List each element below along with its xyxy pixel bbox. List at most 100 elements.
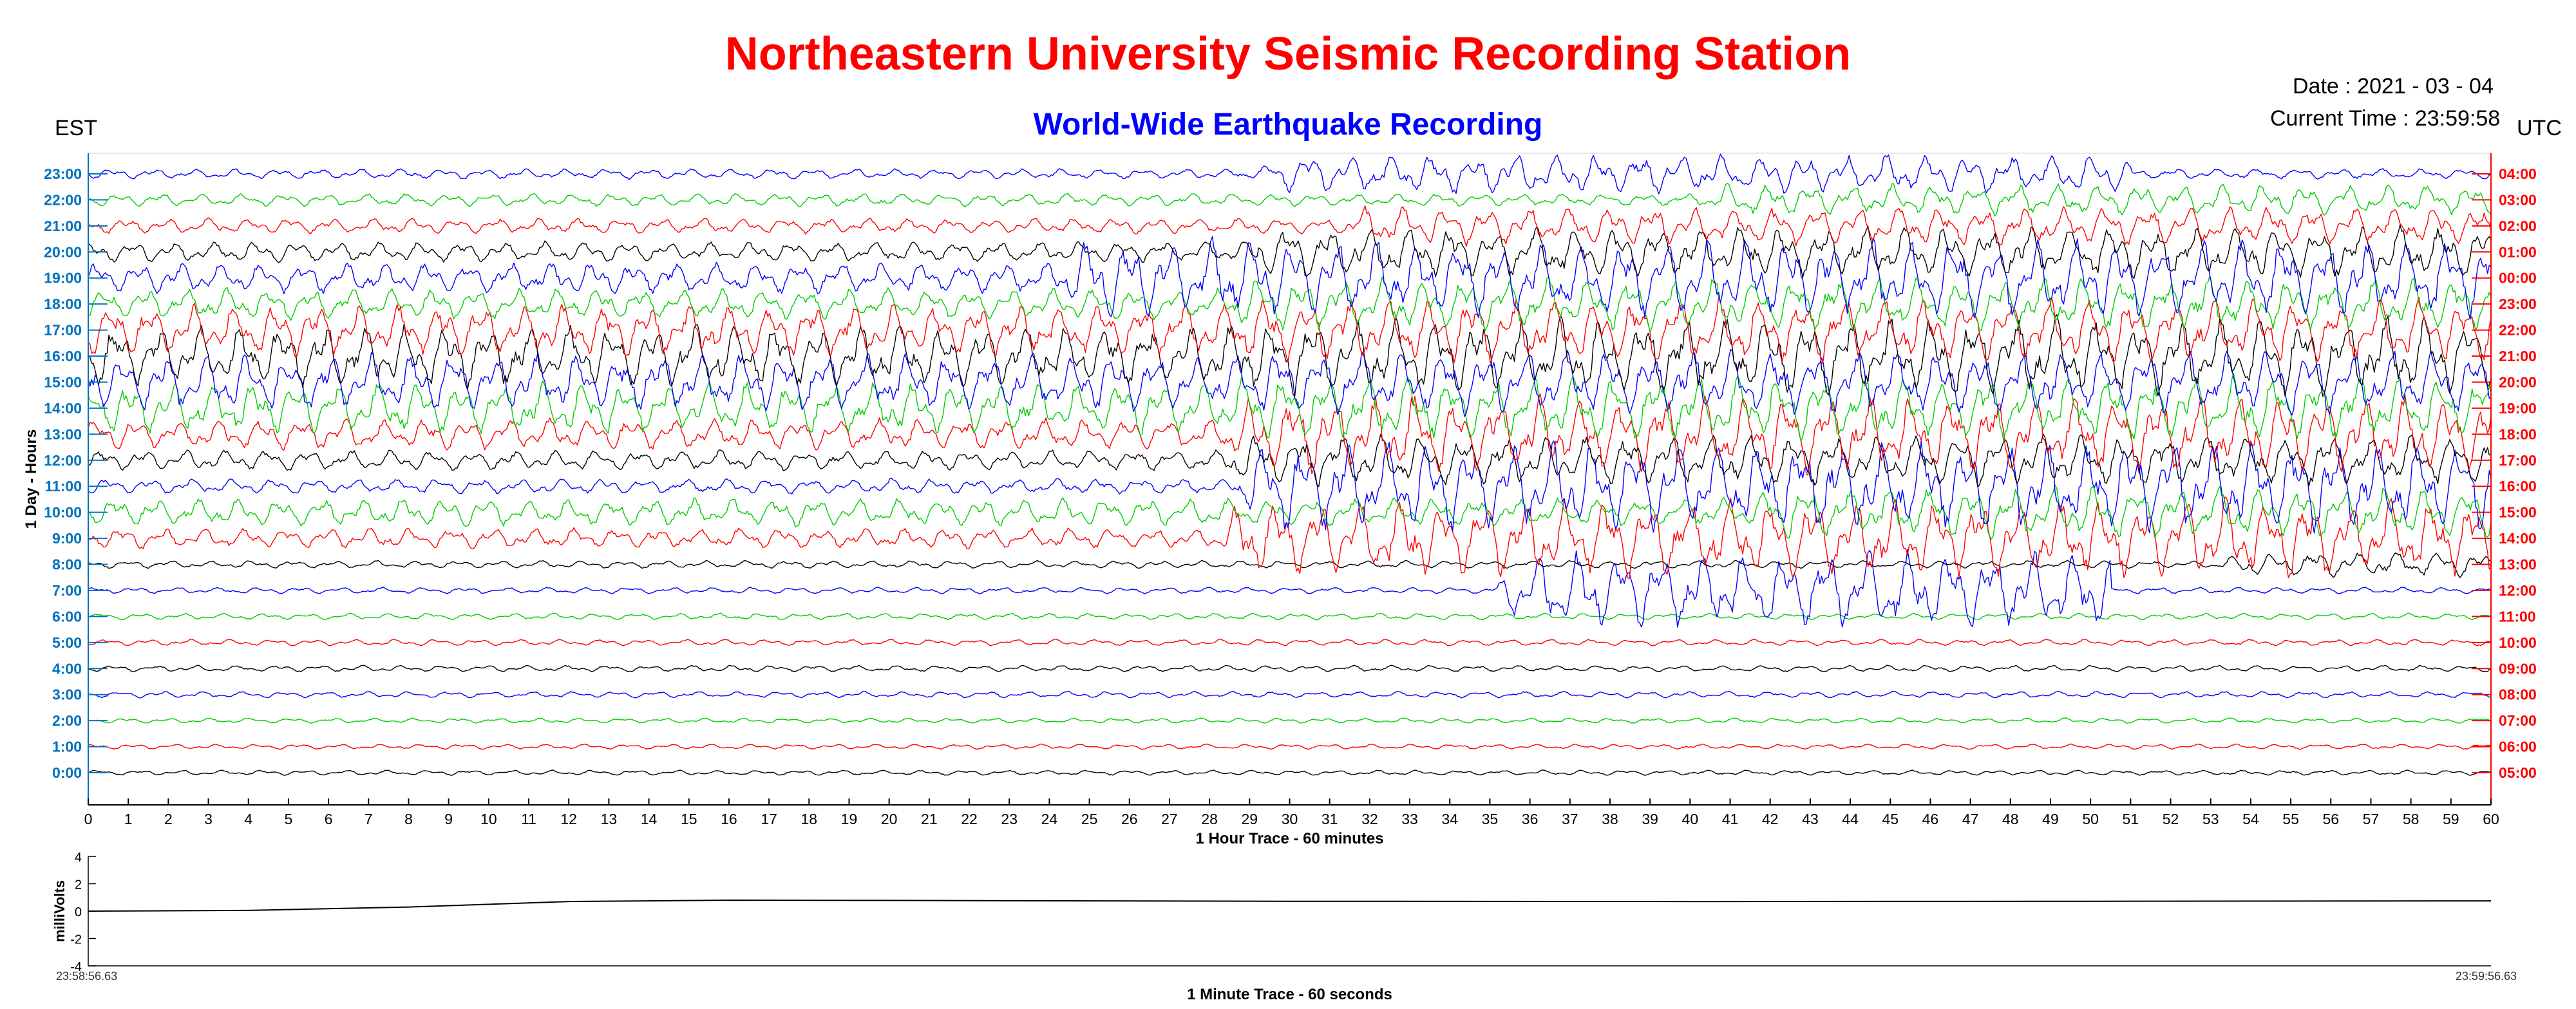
x-tick-label: 31 (1321, 811, 1338, 827)
x-tick-label: 36 (1522, 811, 1539, 827)
right-hour-label: 15:00 (2499, 504, 2537, 521)
minute-trace-line (88, 899, 2492, 912)
x-tick-label: 56 (2322, 811, 2339, 827)
left-hour-label: 20:00 (44, 243, 82, 260)
trace-line (88, 638, 2491, 646)
trace-line (88, 690, 2491, 699)
x-tick-label: 57 (2363, 811, 2380, 827)
left-hour-label: 6:00 (52, 608, 82, 625)
x-tick-label: 22 (961, 811, 978, 827)
left-hour-label: 2:00 (52, 712, 82, 729)
x-tick-label: 20 (881, 811, 898, 827)
left-hour-label: 5:00 (52, 634, 82, 651)
trace-line (88, 769, 2491, 777)
x-tick-label: 44 (1842, 811, 1859, 827)
left-hour-label: 17:00 (44, 322, 82, 339)
x-tick-label: 12 (560, 811, 577, 827)
left-hour-label: 23:00 (44, 165, 82, 182)
x-tick-label: 26 (1121, 811, 1138, 827)
date-readout: Date : 2021 - 03 - 04 (2293, 74, 2494, 99)
right-hour-label: 23:00 (2499, 296, 2537, 312)
right-hour-label: 03:00 (2499, 191, 2537, 208)
minute-start-time-label: 23:58:56.63 (56, 970, 117, 983)
left-hour-label: 11:00 (44, 478, 82, 495)
x-tick-label: 9 (444, 811, 453, 827)
trace-line (88, 612, 2491, 621)
minute-y-tick-label: -4 (70, 960, 82, 974)
x-tick-label: 17 (761, 811, 777, 827)
x-tick-label: 4 (244, 811, 252, 827)
left-hour-label: 19:00 (44, 270, 82, 287)
trace-line (88, 349, 2491, 417)
x-tick-label: 51 (2123, 811, 2139, 827)
trace-line (88, 183, 2491, 217)
trace-line (88, 205, 2491, 247)
trace-line (88, 484, 2491, 540)
x-tick-label: 25 (1081, 811, 1098, 827)
minute-y-axis-title: milliVolts (52, 880, 68, 942)
right-hour-label: 05:00 (2499, 764, 2537, 781)
x-axis-title: 1 Hour Trace - 60 minutes (1195, 830, 1383, 847)
trace-line (88, 665, 2491, 673)
right-hour-label: 00:00 (2499, 270, 2537, 287)
left-hour-label: 10:00 (44, 504, 82, 521)
left-hour-label: 8:00 (52, 556, 82, 573)
left-hour-label: 0:00 (52, 764, 82, 781)
time-readout: Current Time : 23:59:58 (2270, 106, 2501, 131)
right-hour-label: 11:00 (2499, 608, 2536, 625)
left-hour-label: 16:00 (44, 348, 82, 364)
x-tick-label: 15 (681, 811, 697, 827)
trace-line (88, 440, 2491, 534)
x-tick-label: 41 (1722, 811, 1739, 827)
x-tick-label: 53 (2202, 811, 2219, 827)
x-tick-label: 33 (1401, 811, 1418, 827)
right-hour-label: 07:00 (2499, 712, 2537, 729)
trace-line (88, 743, 2491, 750)
x-tick-label: 52 (2163, 811, 2179, 827)
x-tick-label: 40 (1682, 811, 1699, 827)
x-tick-label: 14 (641, 811, 658, 827)
x-tick-label: 46 (1922, 811, 1939, 827)
left-hour-label: 3:00 (52, 686, 82, 703)
y-axis-title: 1 Day - Hours (23, 429, 40, 529)
left-axis: 0:00 1:00 2:00 3:00 4:00 5:00 6:00 7:00 8:00 9:00… (44, 153, 108, 805)
right-hour-label: 21:00 (2499, 348, 2537, 364)
right-hour-label: 22:00 (2499, 322, 2537, 339)
x-tick-label: 48 (2002, 811, 2019, 827)
right-hour-label: 13:00 (2499, 556, 2537, 573)
helicorder-plot: 0:00 1:00 2:00 3:00 4:00 5:00 6:00 7:00 8:00 9:00… (23, 153, 2537, 847)
page-title: Northeastern University Seismic Recordin… (724, 28, 1852, 80)
minute-x-axis-title: 1 Minute Trace - 60 seconds (1187, 986, 1392, 1003)
right-hour-label: 01:00 (2499, 243, 2537, 260)
right-hour-label: 02:00 (2499, 218, 2537, 234)
utc-zone-label: UTC (2517, 116, 2562, 140)
x-tick-label: 24 (1041, 811, 1058, 827)
right-hour-label: 20:00 (2499, 373, 2537, 390)
x-tick-label: 50 (2082, 811, 2099, 827)
right-hour-label: 19:00 (2499, 400, 2537, 417)
right-hour-label: 12:00 (2499, 582, 2537, 599)
trace-line (88, 224, 2491, 279)
trace-line (88, 717, 2491, 724)
minute-y-tick-label: 0 (75, 905, 82, 919)
x-tick-label: 5 (285, 811, 293, 827)
x-tick-label: 18 (801, 811, 818, 827)
left-hour-label: 13:00 (44, 426, 82, 442)
left-hour-label: 12:00 (44, 452, 82, 469)
x-tick-label: 49 (2042, 811, 2059, 827)
trace-line (88, 296, 2491, 365)
right-hour-label: 08:00 (2499, 686, 2537, 703)
x-tick-label: 47 (1962, 811, 1979, 827)
trace-line (88, 433, 2491, 487)
x-tick-label: 11 (521, 811, 536, 827)
x-tick-label: 35 (1482, 811, 1499, 827)
x-tick-label: 34 (1441, 811, 1458, 827)
right-hour-label: 06:00 (2499, 739, 2537, 755)
x-tick-label: 1 (124, 811, 133, 827)
right-hour-label: 09:00 (2499, 660, 2537, 677)
right-hour-label: 17:00 (2499, 452, 2537, 469)
x-tick-label: 39 (1642, 811, 1658, 827)
est-zone-label: EST (55, 116, 98, 140)
minute-end-time-label: 23:59:56.63 (2456, 970, 2517, 983)
